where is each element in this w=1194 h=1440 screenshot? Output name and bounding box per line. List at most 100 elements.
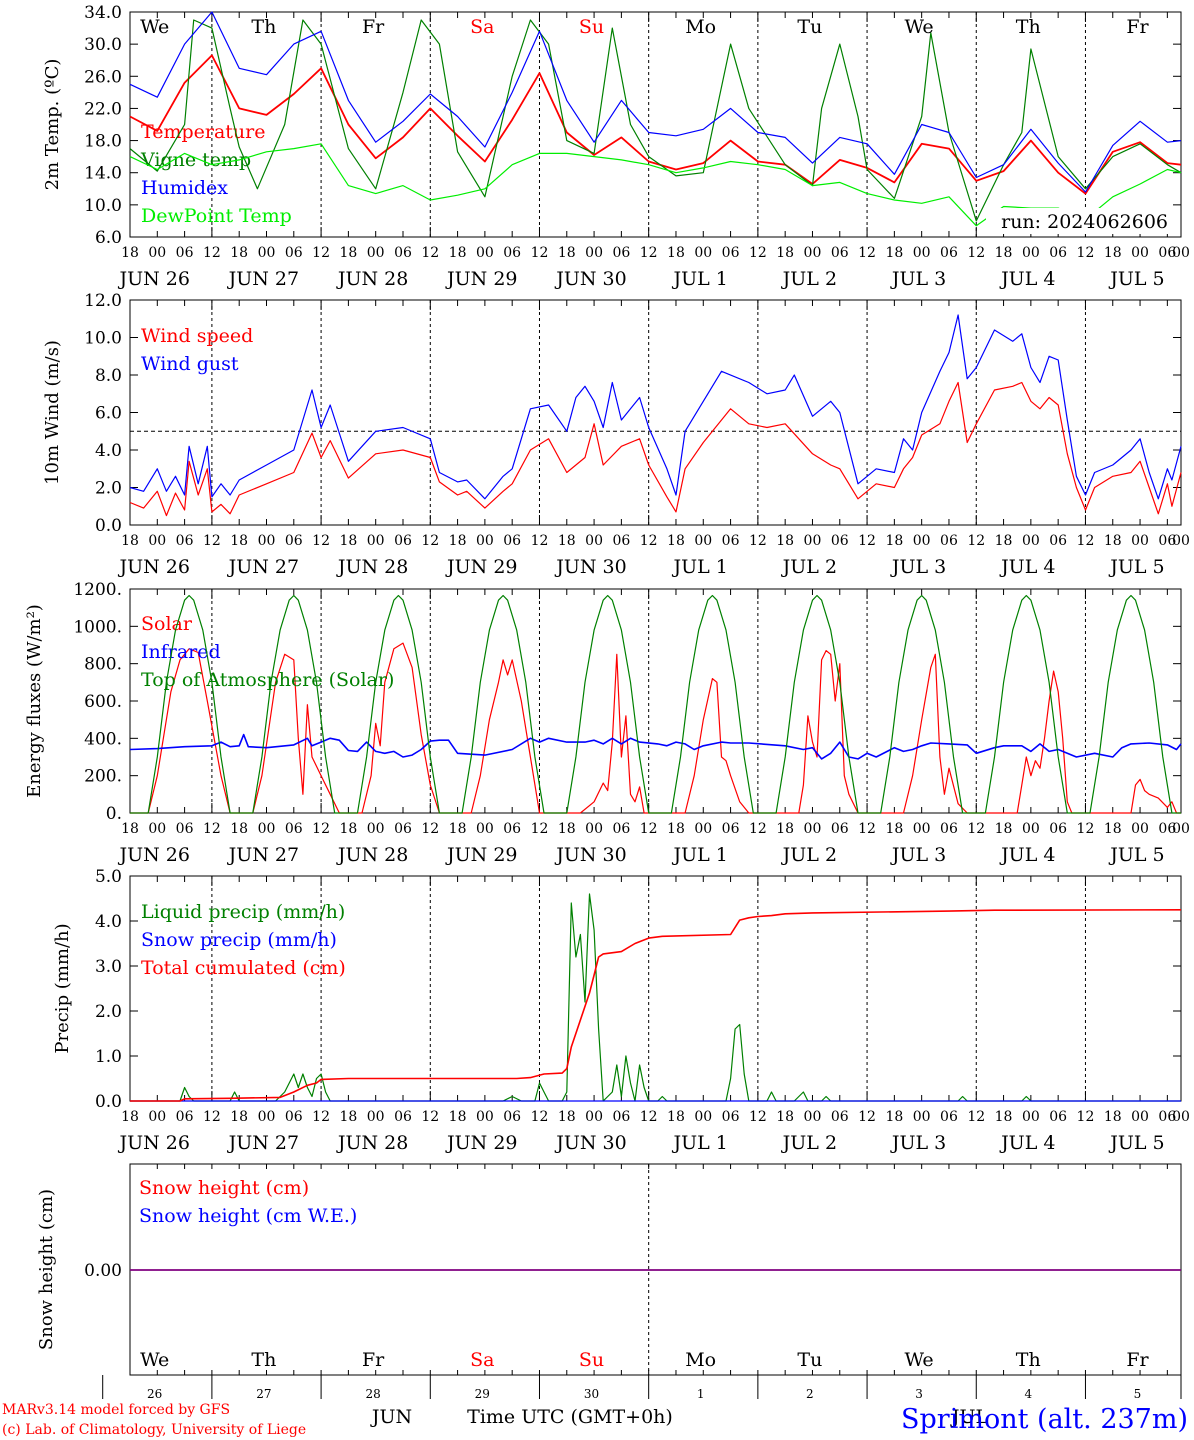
legend-entry: Infrared bbox=[141, 641, 221, 663]
hour-tick-label: 06 bbox=[394, 533, 412, 549]
hour-tick-label: 18 bbox=[885, 1109, 903, 1125]
y-tick-label: 800. bbox=[84, 655, 122, 675]
hour-tick-label: 18 bbox=[121, 245, 139, 261]
legend-entry: Wind speed bbox=[141, 325, 253, 347]
hour-tick-label: 18 bbox=[230, 245, 248, 261]
hour-tick-label: 06 bbox=[612, 533, 630, 549]
hour-tick-label: 06 bbox=[1049, 821, 1067, 837]
series-line-total-cumulated-cm bbox=[130, 908, 1182, 1102]
legend-entry: Snow height (cm W.E.) bbox=[139, 1205, 357, 1227]
hour-tick-label: 18 bbox=[339, 821, 357, 837]
hour-tick-label: 06 bbox=[503, 245, 521, 261]
hour-tick-label: 00 bbox=[913, 821, 931, 837]
hour-tick-label: 06 bbox=[285, 1109, 303, 1125]
hour-tick-label: 12 bbox=[203, 821, 221, 837]
series-line-wind-gust bbox=[129, 314, 1182, 500]
hour-tick-label: 18 bbox=[339, 1109, 357, 1125]
y-tick-label: 34.0 bbox=[84, 3, 122, 23]
hour-tick-label: 00 bbox=[148, 1109, 166, 1125]
hour-tick-label: 00 bbox=[913, 1109, 931, 1125]
hour-tick-label: 12 bbox=[967, 821, 985, 837]
y-tick-label: 600. bbox=[84, 692, 122, 712]
hour-tick-label: 00 bbox=[148, 245, 166, 261]
hour-tick-label: 06 bbox=[612, 245, 630, 261]
date-label: JUN 27 bbox=[227, 268, 299, 290]
date-label: JUN 29 bbox=[445, 268, 517, 290]
hour-tick-label: 18 bbox=[230, 533, 248, 549]
hour-tick-label: 00 bbox=[1022, 1109, 1040, 1125]
panel-3-frame bbox=[129, 588, 1182, 814]
date-label: JUL 5 bbox=[1108, 556, 1164, 578]
hour-tick-label: 18 bbox=[339, 533, 357, 549]
hour-tick-label: 12 bbox=[312, 245, 330, 261]
y-axis-label: 10m Wind (m/s) bbox=[42, 340, 63, 485]
date-label: JUL 4 bbox=[999, 844, 1055, 866]
legend-entry: DewPoint Temp bbox=[141, 205, 292, 227]
x-axis-label: Time UTC (GMT+0h) bbox=[467, 1406, 673, 1428]
weekday-label: Mo bbox=[685, 16, 716, 38]
model-credit: MARv3.14 model forced by GFS bbox=[2, 1402, 230, 1418]
hour-tick-label: 06 bbox=[1158, 245, 1176, 261]
hour-tick-label: 00 bbox=[804, 821, 822, 837]
hour-tick-label: 06 bbox=[612, 821, 630, 837]
date-label: JUN 28 bbox=[336, 268, 408, 290]
hour-tick-label: 18 bbox=[776, 533, 794, 549]
date-label: JUL 2 bbox=[781, 556, 837, 578]
y-tick-label: 1200. bbox=[73, 580, 122, 600]
hour-tick-label: 12 bbox=[421, 1109, 439, 1125]
hour-tick-label: 06 bbox=[1158, 821, 1176, 837]
hour-tick-label: 12 bbox=[749, 245, 767, 261]
hour-tick-label: 18 bbox=[449, 821, 467, 837]
date-label: JUL 5 bbox=[1108, 1132, 1164, 1154]
hour-tick-label: 18 bbox=[1104, 533, 1122, 549]
weekday-label: Th bbox=[1016, 16, 1041, 38]
y-tick-label: 3.0 bbox=[95, 957, 122, 977]
date-label: JUN 26 bbox=[117, 556, 189, 578]
hour-tick-label: 18 bbox=[121, 533, 139, 549]
hour-tick-label: 00 bbox=[1172, 821, 1190, 837]
date-label: JUN 27 bbox=[227, 1132, 299, 1154]
hour-tick-label: 00 bbox=[476, 1109, 494, 1125]
hour-tick-label: 18 bbox=[558, 533, 576, 549]
series-line-wind-speed bbox=[129, 381, 1182, 517]
series-line-vigne-temp bbox=[129, 19, 1182, 222]
hour-tick-label: 06 bbox=[503, 1109, 521, 1125]
hour-tick-label: 18 bbox=[885, 821, 903, 837]
legend-entry: Liquid precip (mm/h) bbox=[141, 901, 345, 923]
y-tick-label: 2.0 bbox=[95, 479, 122, 499]
hour-tick-label: 06 bbox=[1049, 1109, 1067, 1125]
hour-tick-label: 00 bbox=[1172, 533, 1190, 549]
hour-tick-label: 12 bbox=[531, 533, 549, 549]
y-tick-label: 2.0 bbox=[95, 1002, 122, 1022]
date-label: JUL 2 bbox=[781, 268, 837, 290]
y-tick-label: 5.0 bbox=[95, 867, 122, 887]
y-tick-label: 0.00 bbox=[84, 1261, 122, 1281]
date-label: JUL 5 bbox=[1108, 844, 1164, 866]
hour-tick-label: 12 bbox=[858, 533, 876, 549]
hour-tick-label: 00 bbox=[1022, 533, 1040, 549]
hour-tick-label: 00 bbox=[258, 1109, 276, 1125]
hour-tick-label: 00 bbox=[1131, 533, 1149, 549]
day-number-label: 3 bbox=[915, 1387, 923, 1401]
hour-tick-label: 00 bbox=[476, 533, 494, 549]
hour-tick-label: 06 bbox=[831, 245, 849, 261]
date-label: JUN 29 bbox=[445, 556, 517, 578]
day-number-label: 28 bbox=[365, 1387, 380, 1401]
date-label: JUN 30 bbox=[554, 268, 626, 290]
hour-tick-label: 00 bbox=[367, 821, 385, 837]
hour-tick-label: 00 bbox=[258, 821, 276, 837]
hour-tick-label: 06 bbox=[285, 821, 303, 837]
hour-tick-label: 06 bbox=[1049, 533, 1067, 549]
y-tick-label: 4.0 bbox=[95, 441, 122, 461]
hour-tick-label: 06 bbox=[176, 821, 194, 837]
weekday-label: Fr bbox=[1126, 1349, 1149, 1371]
hour-tick-label: 06 bbox=[722, 1109, 740, 1125]
hour-tick-label: 18 bbox=[558, 245, 576, 261]
hour-tick-label: 18 bbox=[776, 245, 794, 261]
panel-1-frame bbox=[129, 11, 1182, 238]
weekday-label: Fr bbox=[1126, 16, 1149, 38]
hour-tick-label: 06 bbox=[612, 1109, 630, 1125]
y-tick-label: 1.0 bbox=[95, 1047, 122, 1067]
y-tick-label: 0.0 bbox=[95, 1092, 122, 1112]
hour-tick-label: 06 bbox=[831, 1109, 849, 1125]
